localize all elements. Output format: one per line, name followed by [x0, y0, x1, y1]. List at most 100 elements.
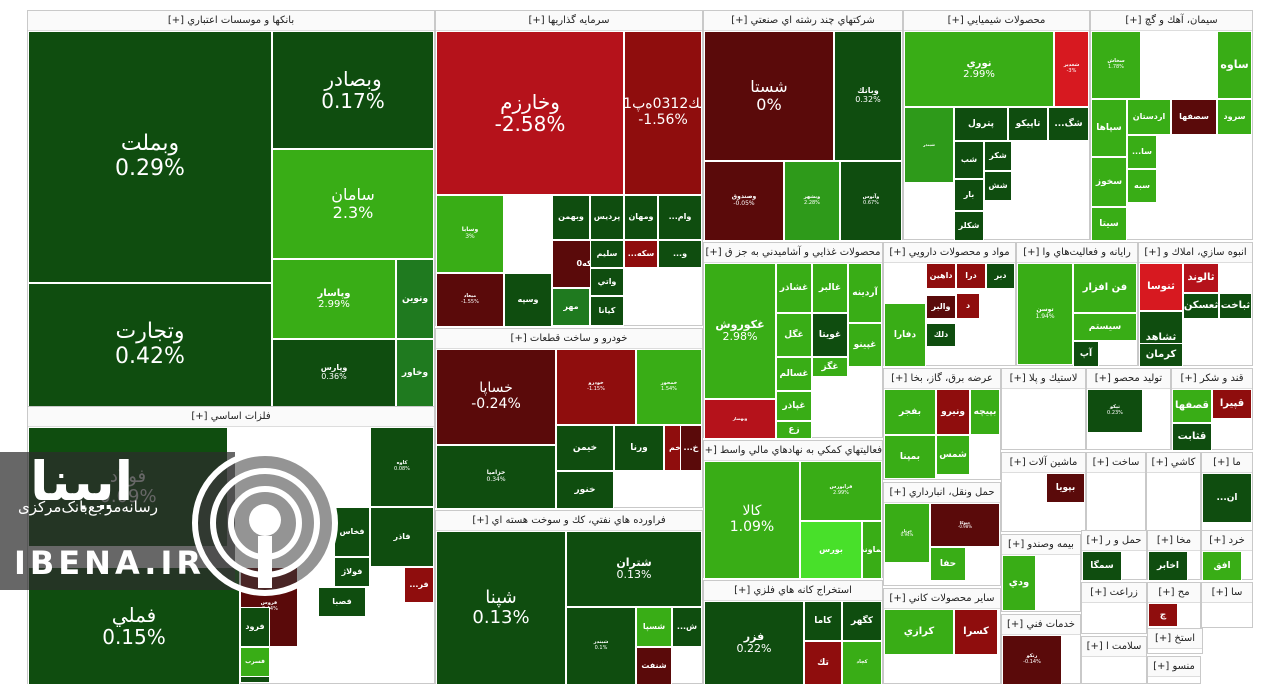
stock-tile[interactable]: خ...: [680, 425, 702, 471]
stock-tile[interactable]: سكه...: [624, 240, 658, 268]
sector-title[interactable]: سرمايه گذاريها [+]: [436, 11, 702, 31]
sector-title[interactable]: حمل و ر [+]: [1082, 531, 1146, 551]
sector-title[interactable]: مخا [+]: [1148, 531, 1200, 551]
stock-tile[interactable]: مهر: [552, 288, 590, 326]
stock-tile[interactable]: شب: [954, 141, 984, 179]
stock-tile[interactable]: وسپه: [504, 273, 552, 327]
stock-tile[interactable]: نوري 2.99%: [904, 31, 1054, 107]
stock-tile[interactable]: غويتا: [812, 313, 848, 357]
stock-tile[interactable]: افق: [1202, 551, 1242, 581]
sector-6[interactable]: خودرو و ساخت قطعات [+] خساپا -0.24% خودرو -1…: [435, 328, 703, 509]
sector-1[interactable]: سرمايه گذاريها [+]وخارزم-2.58%سك0312ه‌پ0…: [435, 10, 703, 327]
stock-tile[interactable]: قثابت: [1172, 423, 1212, 451]
sector-27[interactable]: مخا [+] اخابر: [1147, 530, 1201, 581]
stock-tile[interactable]: خزامیا 0.34%: [436, 445, 556, 509]
stock-tile[interactable]: شش: [984, 171, 1012, 201]
sector-title[interactable]: خدمات فني [+]: [1002, 615, 1080, 635]
stock-tile[interactable]: كرمان: [1139, 343, 1183, 367]
stock-tile[interactable]: سرود: [1217, 99, 1252, 135]
sector-title[interactable]: محصولات غذايي و آشاميدني به جز ق [+]: [704, 243, 882, 263]
sector-title[interactable]: ما [+]: [1202, 453, 1252, 473]
stock-tile[interactable]: چ: [1148, 603, 1178, 627]
stock-tile[interactable]: د: [956, 293, 980, 319]
stock-tile[interactable]: شسپا: [636, 607, 672, 647]
stock-tile[interactable]: غپينو: [848, 323, 882, 367]
sector-26[interactable]: حمل و ر [+] سمگا: [1081, 530, 1147, 581]
stock-tile[interactable]: کچاد: [842, 641, 882, 685]
sector-11[interactable]: انبوه سازي، املاك و [+] ثنوسا ثالوند ثشاهد ث…: [1138, 242, 1253, 367]
sector-10[interactable]: رايانه و فعاليت‌هاي وا [+] فن افزار سيستم ت…: [1016, 242, 1138, 367]
stock-tile[interactable]: وبهساز: [704, 399, 776, 439]
sector-22[interactable]: استخراج كانه هاي فلزي [+] فزر 0.22% كاما كگه…: [703, 580, 883, 685]
stock-tile[interactable]: شتران 0.13%: [566, 531, 702, 607]
sector-title[interactable]: بيمه وصندو [+]: [1002, 535, 1080, 555]
stock-tile[interactable]: وخارزم -2.58%: [436, 31, 624, 195]
sector-title[interactable]: سيمان، آهك و گچ [+]: [1091, 11, 1252, 31]
sector-15[interactable]: قند و شكر [+] قصفها قپيرا قثابت: [1171, 368, 1253, 451]
stock-tile[interactable]: غشاذر: [776, 263, 812, 313]
stock-tile[interactable]: بپويا: [1046, 473, 1085, 503]
stock-tile[interactable]: بپيچه: [970, 389, 1000, 435]
sector-25[interactable]: خدمات فني [+] رتكو -0.14%: [1001, 614, 1081, 685]
stock-tile[interactable]: غسالم: [776, 357, 812, 391]
stock-tile[interactable]: وخاور: [396, 339, 434, 407]
stock-tile[interactable]: ساوه: [1217, 31, 1252, 99]
stock-tile[interactable]: تاپيكو: [1008, 107, 1048, 141]
stock-tile[interactable]: وام...: [658, 195, 702, 240]
stock-tile[interactable]: كسرا: [954, 609, 998, 655]
stock-tile[interactable]: تپكو 0.23%: [1087, 389, 1143, 433]
sector-title[interactable]: مح [+]: [1148, 583, 1200, 603]
stock-tile[interactable]: ميعاد -1.55%: [436, 273, 504, 327]
sector-title[interactable]: فراورده هاي نفتي، كك و سوخت هسته اي [+]: [436, 511, 702, 531]
sector-title[interactable]: محصولات شيميايي [+]: [904, 11, 1089, 31]
stock-tile[interactable]: فاذر: [370, 507, 434, 567]
stock-tile[interactable]: حريل 0.94%: [884, 503, 930, 563]
sector-7[interactable]: فراورده هاي نفتي، كك و سوخت هسته اي [+] ش…: [435, 510, 703, 685]
stock-tile[interactable]: فرابورس 2.99%: [800, 461, 882, 521]
stock-tile[interactable]: شگ...: [1048, 107, 1089, 141]
stock-tile[interactable]: كرازي: [884, 609, 954, 655]
stock-tile[interactable]: كالا 1.09%: [704, 461, 800, 579]
stock-tile[interactable]: بمپنا: [884, 435, 936, 479]
stock-tile[interactable]: بار: [954, 179, 984, 211]
sector-30[interactable]: سلامت ا [+]: [1081, 636, 1147, 684]
sector-24[interactable]: بيمه وصندو [+] ودي: [1001, 534, 1081, 612]
stock-tile[interactable]: حتوكا -0.98%: [930, 503, 1000, 547]
stock-tile[interactable]: غالبر: [812, 263, 848, 313]
stock-tile[interactable]: اردستان: [1127, 99, 1171, 135]
stock-tile[interactable]: درا: [956, 263, 986, 289]
sector-title[interactable]: قند و شكر [+]: [1172, 369, 1252, 389]
stock-tile[interactable]: ش...: [672, 607, 702, 647]
sector-19[interactable]: ساخت [+]: [1086, 452, 1146, 532]
stock-tile[interactable]: فولاد 0.09%: [28, 427, 228, 547]
stock-tile[interactable]: سليم: [590, 240, 624, 268]
sector-0[interactable]: بانکها و موسسات اعتباري [+] وبملت 0.29% وتج…: [27, 10, 435, 407]
stock-tile[interactable]: كاوه 0.08%: [370, 427, 434, 507]
stock-tile[interactable]: سصفها: [1171, 99, 1217, 135]
sector-title[interactable]: منسو [+]: [1148, 657, 1200, 677]
stock-tile[interactable]: وبانك 0.32%: [834, 31, 902, 161]
stock-tile[interactable]: وتجارت 0.42%: [28, 283, 272, 407]
stock-tile[interactable]: شنفت: [636, 647, 672, 685]
stock-tile[interactable]: وپاسار 2.99%: [272, 259, 396, 339]
stock-tile[interactable]: بورس: [800, 521, 862, 579]
stock-tile[interactable]: دفارا: [884, 303, 926, 367]
stock-tile[interactable]: شبندر: [904, 107, 954, 183]
stock-tile[interactable]: شستا 0%: [704, 31, 834, 161]
stock-tile[interactable]: ثالوند: [1183, 263, 1219, 293]
sector-title[interactable]: انبوه سازي، املاك و [+]: [1139, 243, 1252, 263]
stock-tile[interactable]: خمحور 1.54%: [636, 349, 702, 425]
stock-tile[interactable]: حفا: [930, 547, 966, 581]
sector-9[interactable]: مواد و محصولات دارويي [+] داهين درا دبر والب…: [883, 242, 1016, 367]
sector-title[interactable]: زراعت [+]: [1082, 583, 1146, 603]
sector-title[interactable]: كاشي [+]: [1147, 453, 1200, 473]
sector-32[interactable]: مح [+] چ: [1147, 582, 1201, 630]
stock-tile[interactable]: فسرب: [240, 647, 270, 677]
stock-tile[interactable]: ونيرو: [936, 389, 970, 435]
sector-14[interactable]: توليد محصو [+] تپكو 0.23%: [1086, 368, 1171, 450]
stock-tile[interactable]: والبر: [926, 295, 956, 319]
stock-tile[interactable]: وبشهر 2.28%: [784, 161, 840, 241]
sector-title[interactable]: عرضه برق، گاز، بخا [+]: [884, 369, 1000, 389]
stock-tile[interactable]: وسابا 3%: [436, 195, 504, 273]
stock-tile[interactable]: شغدير -3%: [1054, 31, 1089, 107]
